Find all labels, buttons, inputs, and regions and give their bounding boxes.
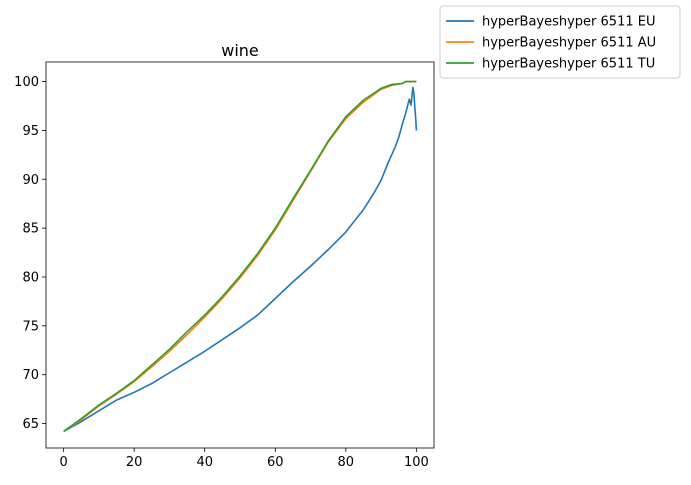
- chart-title: wine: [221, 41, 259, 60]
- series-line-0: [63, 86, 418, 433]
- legend-label-2: hyperBayeshyper 6511 TU: [482, 57, 655, 72]
- series-line-2: [63, 80, 417, 433]
- y-tick-label: 65: [22, 417, 39, 432]
- y-axis: 65 70 75 80 85 90 95 100: [14, 75, 46, 432]
- x-tick-label: 100: [404, 455, 429, 470]
- legend-box: [439, 5, 681, 79]
- legend: hyperBayeshyper 6511 EU hyperBayeshyper …: [439, 5, 681, 79]
- x-axis: 0 20 40 60 80 100: [59, 448, 429, 470]
- x-tick-label: 0: [59, 455, 67, 470]
- plot-frame: [45, 61, 435, 449]
- series-line-1: [63, 80, 417, 433]
- y-tick-label: 70: [22, 368, 39, 383]
- x-tick-label: 60: [267, 455, 284, 470]
- y-tick-label: 100: [14, 75, 39, 90]
- y-tick-label: 85: [22, 222, 39, 237]
- x-tick-label: 20: [126, 455, 143, 470]
- x-tick-label: 40: [196, 455, 213, 470]
- legend-label-0: hyperBayeshyper 6511 EU: [482, 15, 655, 30]
- legend-label-1: hyperBayeshyper 6511 AU: [482, 36, 656, 51]
- y-tick-label: 95: [22, 124, 39, 139]
- y-tick-label: 80: [22, 270, 39, 285]
- x-tick-label: 80: [338, 455, 355, 470]
- y-tick-label: 75: [22, 319, 39, 334]
- y-tick-label: 90: [22, 173, 39, 188]
- plot-area: [45, 61, 435, 449]
